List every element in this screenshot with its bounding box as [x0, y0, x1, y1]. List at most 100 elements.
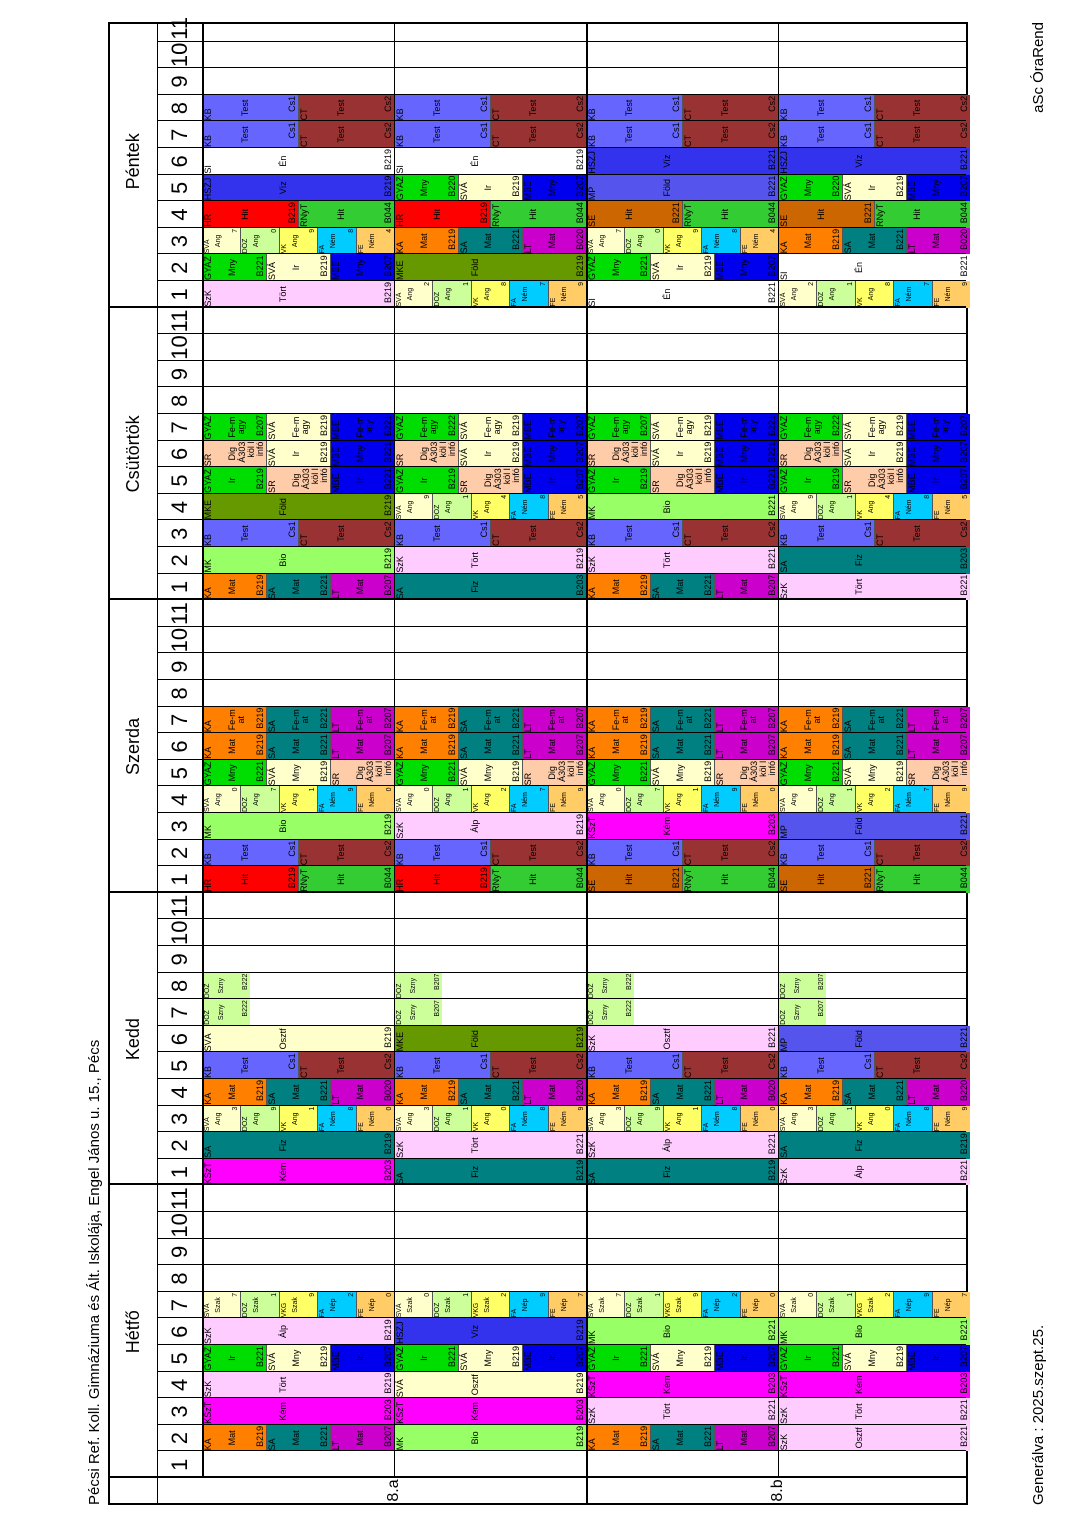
- lesson-ka-mat[interactable]: KA Mat B219: [778, 1079, 842, 1106]
- lesson-sva-ir[interactable]: SVÁ Ir B219: [650, 440, 714, 468]
- lesson-sr-dig[interactable]: SR Dig Á303 köl l infó: [266, 467, 330, 494]
- lesson-szk-alp[interactable]: SzK Álp B219: [202, 1318, 394, 1345]
- lesson-lt-fe[interactable]: LT Fe-mat B207: [906, 706, 970, 734]
- lesson-cell[interactable]: DÖZ Szny B207: [778, 999, 970, 1026]
- lesson-cell[interactable]: KA Mat B219 SA Mat B221 LT Mat B207: [778, 733, 970, 760]
- lesson-szk-tort[interactable]: SzK Tört B219: [202, 281, 394, 308]
- lesson-gya-ir[interactable]: GYAZ Ir B219: [394, 467, 458, 494]
- lesson-cell[interactable]: GYAZ Mny B221 SVÁ Mny B219 SR Dig Á303 köl l inf…: [202, 759, 394, 787]
- lesson-szk-tort[interactable]: SzK Tört B221: [778, 1398, 970, 1425]
- lesson-ct-test[interactable]: CT Test Cs2: [874, 1052, 970, 1079]
- lesson-rny-hit[interactable]: RNyT Hit B044: [682, 201, 778, 228]
- lesson-cell[interactable]: SE Hit B221 RNyT Hit B044: [778, 201, 970, 228]
- lesson-fe-nem[interactable]: FE Ném 9: [547, 281, 586, 308]
- lesson-kb-test[interactable]: KB Test Cs1: [394, 94, 490, 122]
- lesson-cell[interactable]: KB Test Cs1 CT Test Cs2: [202, 520, 394, 547]
- lesson-ct-test[interactable]: CT Test Cs2: [682, 94, 778, 122]
- lesson-cell[interactable]: DÖZ Szny B207: [778, 972, 970, 1000]
- lesson-cell[interactable]: GYAZ Mny B221 SVÁ Mny B219 SR Dig Á303 köl l inf…: [394, 759, 586, 787]
- lesson-vk-ang[interactable]: VK Ang 1: [662, 1105, 702, 1133]
- lesson-gya-ir[interactable]: GYAZ Ir B221: [586, 1345, 650, 1372]
- lesson-kb-test[interactable]: KB Test Cs1: [202, 839, 298, 867]
- lesson-vk-ang[interactable]: VK Ang 8: [854, 281, 894, 308]
- lesson-kb-test[interactable]: KB Test Cs1: [394, 520, 490, 547]
- lesson-cell[interactable]: SzK Tört B221: [778, 1398, 970, 1425]
- lesson-mk-bio[interactable]: MK Bio B219: [202, 813, 394, 840]
- lesson-hr-hit[interactable]: HR Hit B219: [202, 866, 298, 893]
- lesson-sr-dig[interactable]: SR Dig Á303 köl l infó: [906, 759, 970, 787]
- lesson-fa-nem[interactable]: FA Ném 8: [509, 493, 548, 521]
- lesson-cell[interactable]: KA Mat B219 SA Mat B221 LT Mat B207: [394, 733, 586, 760]
- lesson-doz-ang[interactable]: DÖZ Ang 1: [816, 281, 855, 308]
- lesson-sva-ir[interactable]: SVÁ Ir B219: [458, 174, 522, 202]
- lesson-lt-fe[interactable]: LT Fe-mat B207: [714, 706, 778, 734]
- lesson-ct-test[interactable]: CT Test Cs2: [682, 121, 778, 148]
- lesson-mbe-ir[interactable]: MBE Ir B207: [522, 467, 586, 494]
- lesson-lt-mat[interactable]: LT Mat B207: [714, 1424, 778, 1452]
- lesson-fa-nem[interactable]: FA Ném 7: [893, 786, 932, 813]
- lesson-sa-mat[interactable]: SA Mat B221: [650, 1424, 714, 1452]
- lesson-fa-nem[interactable]: FA Ném 7: [893, 281, 932, 308]
- lesson-ct-test[interactable]: CT Test Cs2: [682, 839, 778, 867]
- lesson-mke-fold[interactable]: MKE Föld B219: [394, 1025, 586, 1053]
- lesson-cell[interactable]: SA Fiz B219: [778, 1132, 970, 1159]
- lesson-ka-fe[interactable]: KA Fe-mat B219: [394, 706, 458, 734]
- lesson-mbe-mny[interactable]: MBE Mny B207: [330, 254, 394, 281]
- lesson-gya-mny[interactable]: GYAZ Mny B221: [202, 254, 266, 281]
- lesson-cell[interactable]: SVÁ Szak 0 DÖZ Szak 1 VKG Szak 2 FA Nép 9 FE Nép 7: [394, 1291, 586, 1319]
- lesson-si-en[interactable]: SI Én B219: [394, 148, 586, 175]
- lesson-mk-bio[interactable]: MK Bio B221: [586, 1318, 778, 1345]
- lesson-cell[interactable]: DÖZ Szny B207: [394, 972, 586, 1000]
- lesson-cell[interactable]: KA Mat B219 SA Mat B221 LT Mat B020: [394, 227, 586, 255]
- lesson-mbe-mny[interactable]: MBE Mny B207: [522, 440, 586, 468]
- lesson-ct-test[interactable]: CT Test Cs2: [298, 839, 394, 867]
- lesson-gya-mny[interactable]: GYAZ Mny B220: [778, 174, 842, 202]
- lesson-cell[interactable]: SzK Osztf B221: [778, 1424, 970, 1452]
- lesson-cell[interactable]: KA Fe-mat B219 SA Fe-mat B221 LT Fe-mat B207: [586, 706, 778, 734]
- lesson-vk-ang[interactable]: VK Ang 1: [278, 1105, 318, 1133]
- lesson-fe-nem[interactable]: FE Ném 5: [931, 493, 970, 521]
- lesson-mbe-ir[interactable]: MBE Ir B207: [906, 1345, 970, 1372]
- lesson-hr-hit[interactable]: HR Hit B219: [202, 201, 298, 228]
- lesson-sva-mny[interactable]: SVÁ Mny B219: [650, 759, 714, 787]
- lesson-cell[interactable]: KB Test Cs1 CT Test Cs2: [394, 121, 586, 148]
- lesson-lt-fe[interactable]: LT Fe-mat B207: [330, 706, 394, 734]
- lesson-cell[interactable]: SR Dig Á303 köl l infó SVÁ Ir B219 MBE Mny B221: [586, 440, 778, 468]
- lesson-sva-fe[interactable]: SVÁ Fe-magy B219: [842, 414, 906, 441]
- lesson-cell[interactable]: MKE Föld B219: [202, 493, 394, 521]
- lesson-sva-osz[interactable]: SVÁ Osztf B219: [202, 1025, 394, 1053]
- lesson-kb-test[interactable]: KB Test Cs1: [586, 839, 682, 867]
- lesson-cell[interactable]: HSZJ Víz B219: [202, 174, 394, 202]
- lesson-cell[interactable]: MK Bio B221: [586, 493, 778, 521]
- lesson-doz-ang[interactable]: DÖZ Ang 1: [816, 786, 855, 813]
- lesson-fe-nem[interactable]: FE Ném 9: [931, 281, 970, 308]
- lesson-cell[interactable]: KSzT Kém B203: [586, 1371, 778, 1399]
- lesson-doz-ang[interactable]: DÖZ Ang 1: [432, 493, 471, 521]
- lesson-kb-test[interactable]: KB Test Cs1: [778, 839, 874, 867]
- lesson-cell[interactable]: SA Fiz B203: [778, 547, 970, 574]
- lesson-cell[interactable]: KA Mat B219 SA Mat B221 LT Mat B207: [202, 733, 394, 760]
- lesson-cell[interactable]: MK Bio B219: [394, 1424, 586, 1452]
- lesson-sr-dig[interactable]: SR Dig Á303 köl l infó: [330, 759, 394, 787]
- lesson-fa-nem[interactable]: FA Ném 8: [317, 227, 356, 255]
- lesson-sa-fe[interactable]: SA Fe-mat B221: [266, 706, 330, 734]
- lesson-cell[interactable]: SVÁ Ang 7 DÖZ Ang 0 VK Ang 9 FA Ném 8 FE Ném 4: [586, 227, 778, 255]
- lesson-cell[interactable]: KB Test Cs1 CT Test Cs2: [394, 1052, 586, 1079]
- lesson-sva-szak[interactable]: SVÁ Szak 7: [202, 1291, 241, 1319]
- lesson-sva-mny[interactable]: SVÁ Mny B219: [266, 1345, 330, 1372]
- lesson-fa-nem[interactable]: FA Ném 8: [893, 1105, 932, 1133]
- lesson-lt-fe[interactable]: LT Fe-mat B207: [522, 706, 586, 734]
- lesson-gya-ir[interactable]: GYAZ Ir B219: [778, 467, 842, 494]
- lesson-cell[interactable]: SzK Álp B219: [202, 1318, 394, 1345]
- lesson-rny-hit[interactable]: RNyT Hit B044: [298, 866, 394, 893]
- lesson-ka-fe[interactable]: KA Fe-mat B219: [586, 706, 650, 734]
- lesson-cell[interactable]: MK Bio B219: [202, 547, 394, 574]
- lesson-cell[interactable]: SE Hit B221 RNyT Hit B044: [778, 866, 970, 893]
- lesson-fe-nep[interactable]: FE Nép 0: [355, 1291, 394, 1319]
- lesson-szk-tort[interactable]: SzK Tört B221: [586, 547, 778, 574]
- lesson-ka-mat[interactable]: KA Mat B219: [202, 573, 266, 601]
- lesson-szk-osz[interactable]: SzK Osztf B221: [778, 1424, 970, 1452]
- lesson-doz-ang[interactable]: DÖZ Ang 1: [816, 493, 855, 521]
- lesson-mbe-mny[interactable]: MBE Mny B207: [714, 254, 778, 281]
- lesson-mbe-mny[interactable]: MBE Mny B221: [330, 440, 394, 468]
